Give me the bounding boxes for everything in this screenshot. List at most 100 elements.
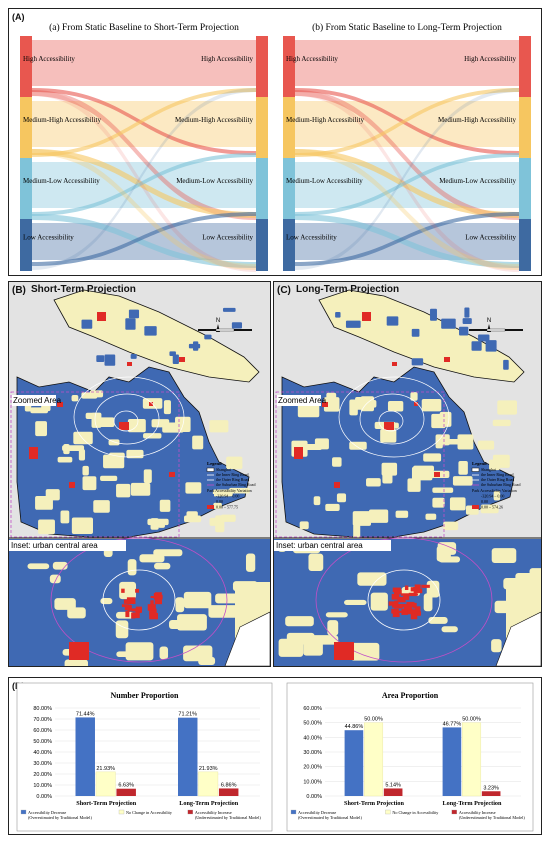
- bar-value-label: 50.00%: [364, 717, 383, 723]
- bar-no-change: [462, 722, 482, 797]
- outer-ring-road: [94, 393, 160, 445]
- bar-value-label: 21.93%: [96, 766, 115, 772]
- map-patch-no-change: [151, 419, 170, 428]
- map-patch-no-change: [425, 513, 437, 520]
- map-patch-no-change: [71, 394, 79, 402]
- panel-d: (D) Number Proportion0.00%10.00%20.00%30…: [8, 677, 542, 835]
- map-patch-no-change: [103, 454, 125, 469]
- inset-river: [224, 611, 270, 666]
- legend-zero: 0.00: [481, 499, 488, 504]
- inset-patch-increase: [154, 594, 163, 600]
- map-patch-no-change: [85, 412, 95, 419]
- sankey-label-left: Medium-High Accessibility: [286, 116, 364, 124]
- legend-variation-title: Park Accessibility Variation: [207, 488, 252, 493]
- legend-swatch: [290, 809, 297, 815]
- inset-patch-no-change: [370, 592, 388, 611]
- map-patch-no-change: [410, 392, 418, 401]
- inset-patch-increase: [334, 642, 354, 660]
- legend-item: the Outer Ring Road: [216, 477, 249, 482]
- map-patch-no-change: [60, 510, 70, 524]
- inset-patch-no-change: [491, 548, 517, 564]
- panel-c: Zoomed Area N Legend Shanghai the Inner Ring…: [273, 281, 542, 667]
- inset-patch-increase: [131, 608, 139, 612]
- map-patch-no-change: [100, 475, 118, 481]
- inset-patch-increase: [392, 613, 400, 618]
- bar-chart-title: Area Proportion: [382, 691, 439, 700]
- inset-inner-ring: [367, 569, 441, 631]
- sankey-flow-high-to-high: [295, 40, 519, 86]
- map-patch-no-change: [35, 495, 53, 510]
- map-patch-decrease: [231, 322, 243, 329]
- inset-patch-increase: [404, 585, 409, 591]
- map-patch-increase: [57, 402, 63, 407]
- sankey-flow-low-to-medium-low: [32, 212, 256, 266]
- inset-patch-increase: [401, 608, 408, 615]
- legend-swatch: [451, 809, 457, 815]
- suburban-ring-road: [73, 376, 185, 458]
- map-patch-no-change: [30, 407, 49, 414]
- inset-patch-no-change: [169, 619, 196, 629]
- x-category-label: Long-Term Projection: [179, 800, 239, 807]
- panel-b: Zoomed Area N Legend Shanghai the Inner Ring…: [8, 281, 271, 667]
- sankey-node-left-low: [283, 219, 295, 271]
- bar-chart-frame: [16, 682, 273, 832]
- sankey-flow-low-to-medium-low: [295, 212, 519, 266]
- map-patch-no-change: [159, 499, 171, 512]
- inset-label: Inset: urban central area: [276, 541, 363, 550]
- bar-value-label: 50.00%: [462, 717, 481, 723]
- inset-patch-increase: [394, 600, 399, 606]
- bar-decrease: [344, 730, 364, 796]
- bar-increase: [383, 788, 403, 796]
- sankey-label-left: Medium-Low Accessibility: [23, 177, 100, 185]
- sankey-flow-medium-low-to-low: [32, 214, 256, 268]
- inset-patch-increase: [149, 608, 157, 615]
- legend-swatch: [20, 809, 27, 815]
- inset-patch-no-change: [153, 549, 183, 557]
- map-patch-no-change: [186, 511, 198, 522]
- map-patch-no-change: [81, 392, 98, 399]
- inset-patch-no-change: [67, 607, 86, 619]
- legend-variation-title: Park Accessibility Variation: [472, 488, 517, 493]
- sankey-label-left: Medium-High Accessibility: [23, 116, 101, 124]
- sankey-label-left: Medium-Low Accessibility: [286, 177, 363, 185]
- map-patch-no-change: [82, 465, 89, 476]
- legend-label: Accessibility Decrease: [28, 810, 66, 815]
- inset-patch-no-change: [100, 597, 113, 605]
- inset-outer-ring: [315, 537, 493, 663]
- sankey-diagrams: (a) From Static Baseline to Short-Term P…: [20, 22, 531, 272]
- y-tick-label: 50.00%: [303, 721, 322, 727]
- sankey-label-left: High Accessibility: [23, 55, 75, 63]
- inner-ring-road: [113, 410, 139, 432]
- scale-bar: [198, 329, 216, 331]
- map-patch-no-change: [381, 462, 398, 476]
- inset-patch-no-change: [285, 616, 314, 627]
- map-patch-no-change: [71, 517, 93, 534]
- zoomed-area-box: [10, 391, 180, 538]
- map-patch-no-change: [313, 496, 321, 506]
- map-patch-decrease: [441, 318, 456, 329]
- inset-patch-no-change: [426, 580, 440, 598]
- legend-item: the Inner Ring Road: [481, 472, 514, 477]
- map-patch-decrease: [464, 307, 470, 318]
- map-patch-decrease: [345, 320, 361, 328]
- map-patch-no-change: [458, 460, 468, 475]
- y-tick-label: 10.00%: [33, 783, 52, 789]
- sankey-node-right-medium-high: [256, 97, 268, 158]
- map-patch-decrease: [204, 334, 212, 340]
- map-title-long-term: Long-Term Projection: [296, 284, 400, 295]
- map-patch-no-change: [78, 449, 86, 461]
- map-patch-decrease: [386, 316, 399, 326]
- legend-label-note: (Overestimated by Traditional Model): [28, 815, 92, 820]
- map-patch-increase: [169, 472, 175, 477]
- inset-patch-no-change: [119, 581, 137, 600]
- bar-decrease: [75, 717, 95, 796]
- map-patch-no-change: [226, 456, 243, 470]
- map-patch-no-change: [366, 478, 381, 487]
- map-patch-no-change: [143, 469, 152, 484]
- bar-chart-title: Number Proportion: [111, 691, 179, 700]
- bar-no-change: [364, 722, 384, 797]
- scale-bar: [486, 328, 506, 332]
- sankey-flow-medium-low-to-low: [295, 214, 519, 268]
- sankey-label-left: Low Accessibility: [286, 234, 337, 242]
- legend-swatch: [187, 809, 194, 815]
